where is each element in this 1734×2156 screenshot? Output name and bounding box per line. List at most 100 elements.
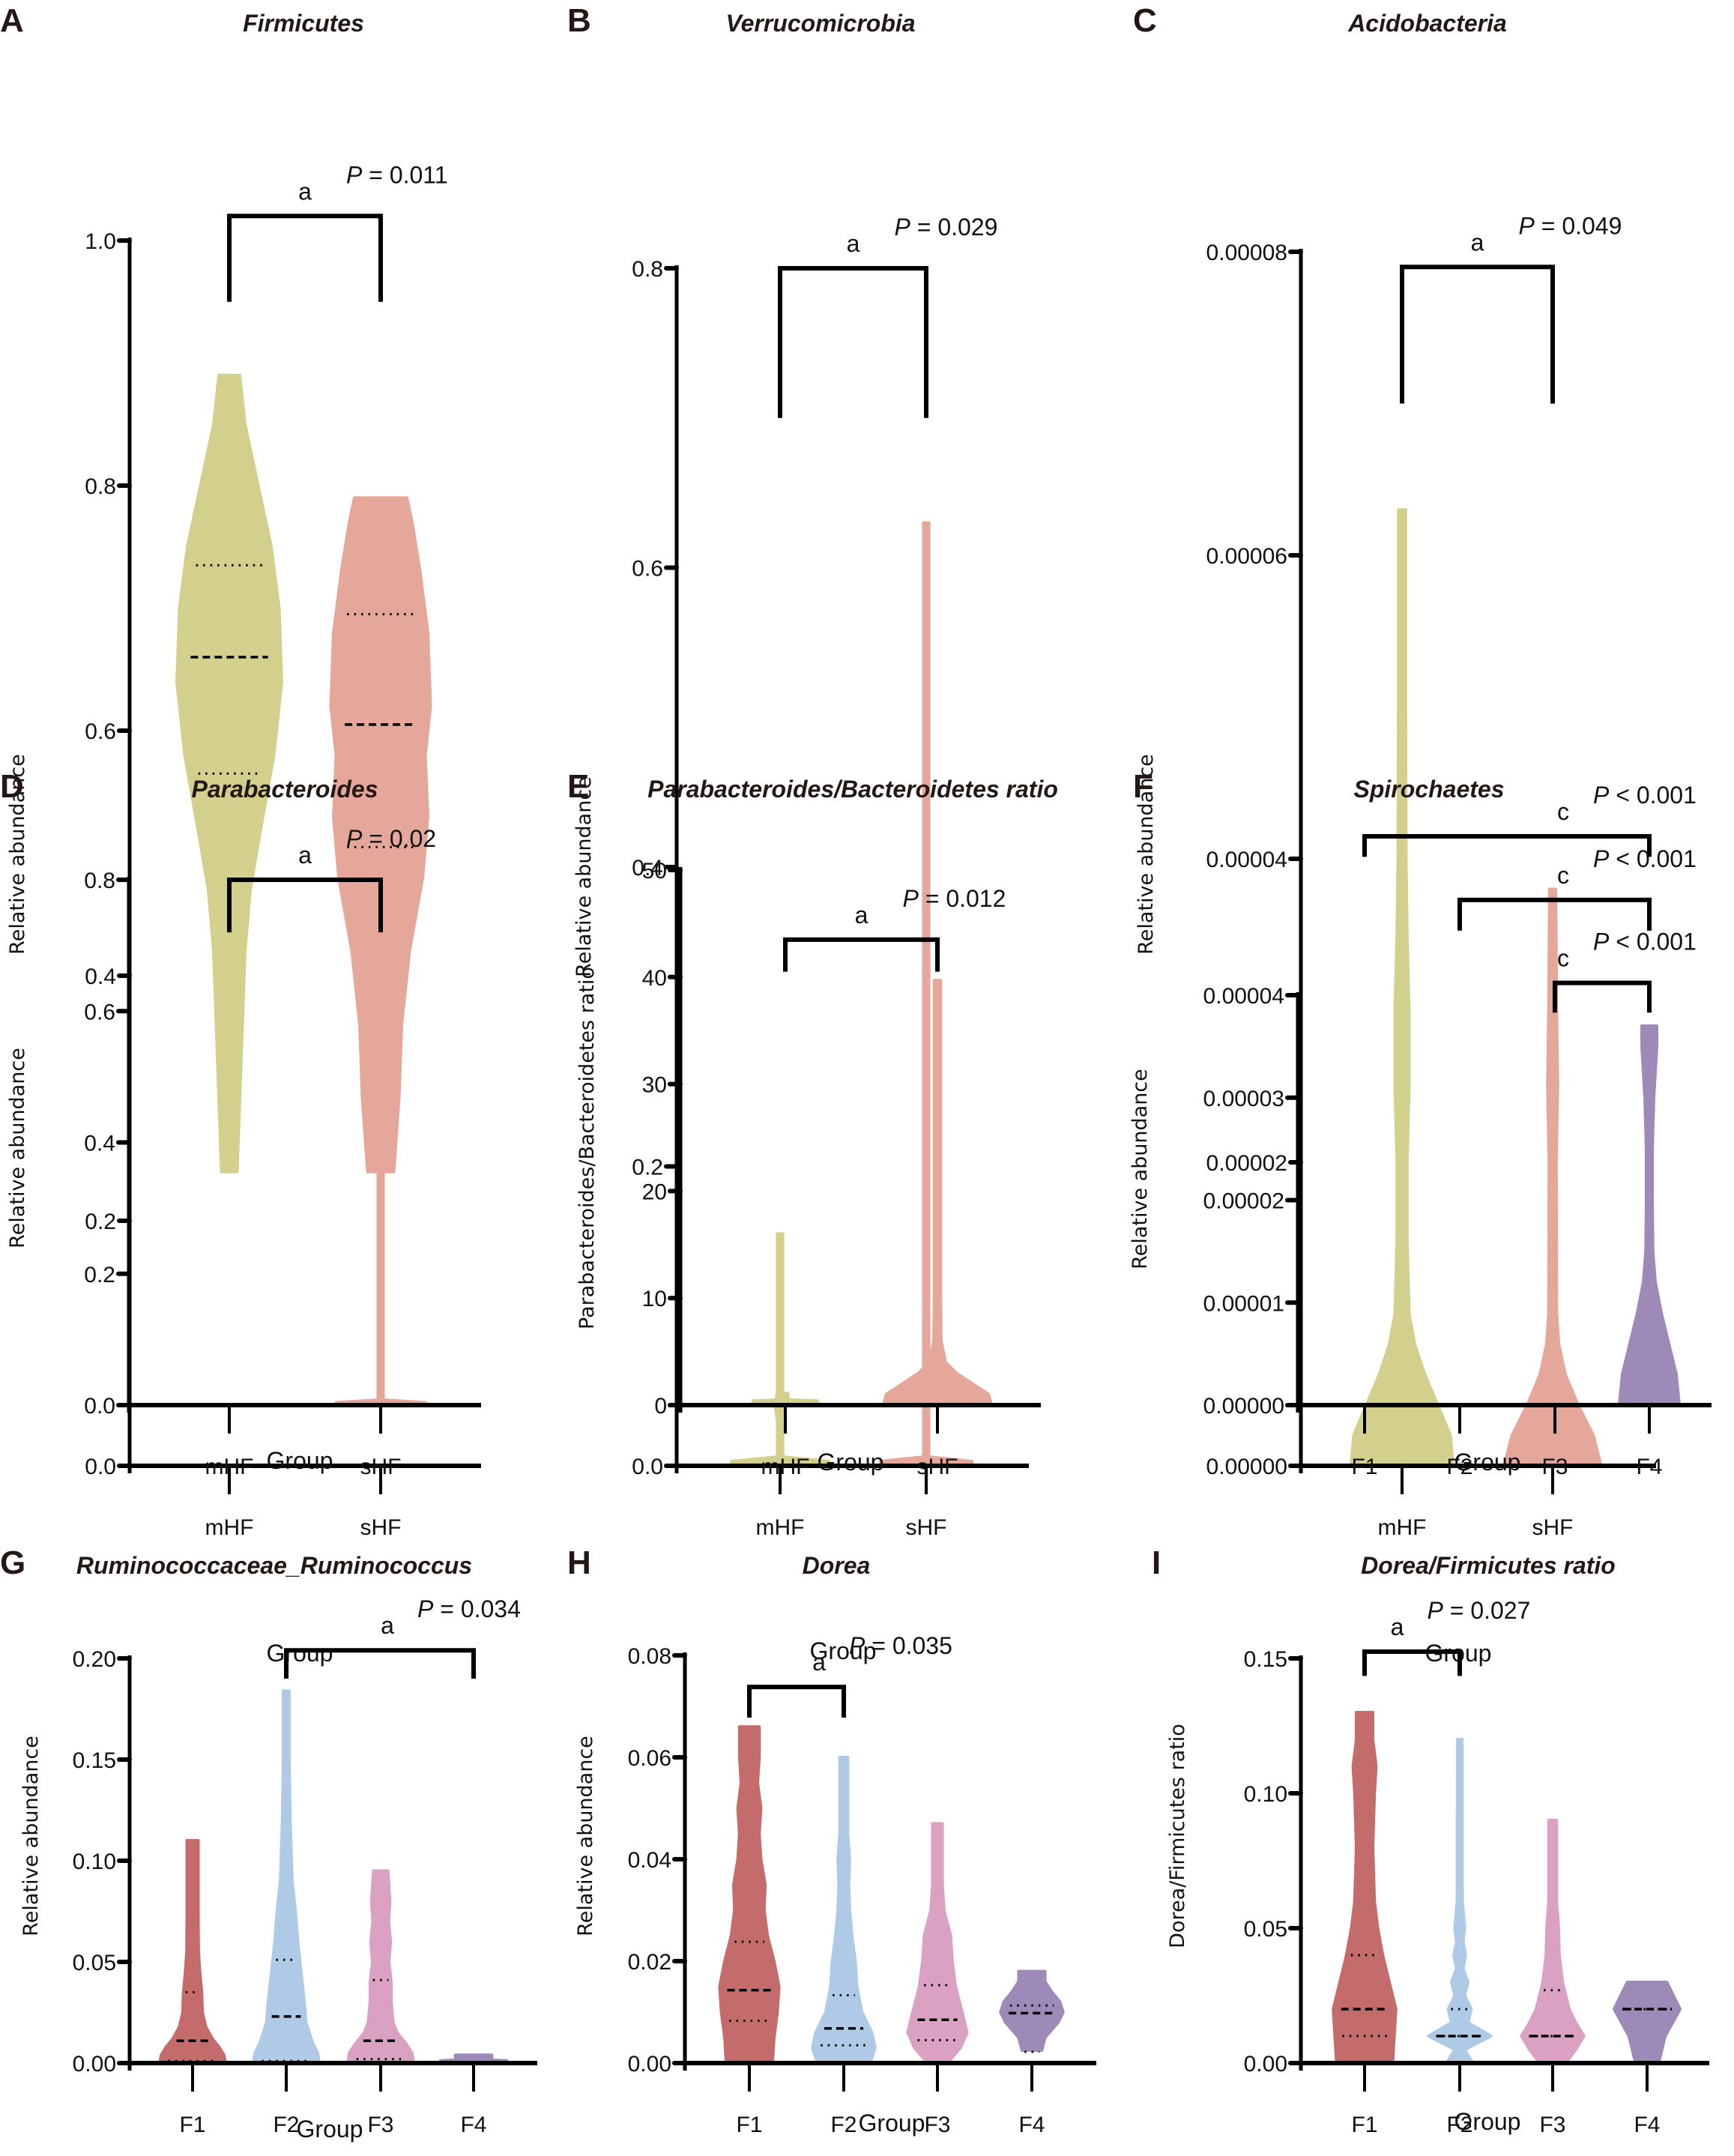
significance-bracket bbox=[747, 1685, 846, 1718]
y-tick-label: 40 bbox=[642, 966, 667, 991]
x-tick-label: F3 bbox=[1541, 1455, 1568, 1479]
significance-letter: a bbox=[812, 1649, 826, 1676]
panel-title: Parabacteroides bbox=[191, 776, 378, 803]
significance-bracket bbox=[778, 266, 928, 418]
x-tick-label: sHF bbox=[360, 1515, 402, 1540]
p-symbol: P bbox=[1593, 928, 1610, 955]
y-axis-label: Relative abundance bbox=[19, 1736, 43, 1936]
x-tick-label: mHF bbox=[761, 1455, 810, 1479]
violin-f1 bbox=[1332, 1711, 1398, 2065]
panel-title: Dorea bbox=[803, 1552, 871, 1579]
y-tick-label: 10 bbox=[642, 1287, 667, 1311]
panel-d: D Parabacteroides 0.0 0.2 0.4 0.6 0.8 mHF sHF Gro… bbox=[0, 768, 481, 1479]
y-tick-label: 0.6 bbox=[632, 557, 663, 582]
x-tick-label: F4 bbox=[460, 2113, 486, 2137]
panel-title: Spirochaetes bbox=[1354, 776, 1505, 803]
violin-shf bbox=[878, 521, 974, 1467]
y-tick-label: 0.8 bbox=[84, 869, 115, 893]
panel-letter: A bbox=[0, 2, 24, 39]
panel-g: G Ruminococcaceae_Ruminococcus 0.00 0.05 0.1… bbox=[0, 1544, 537, 2143]
panel-letter: B bbox=[567, 2, 591, 39]
y-tick-label: 0.6 bbox=[84, 1000, 115, 1024]
y-tick-label: 0.10 bbox=[73, 1849, 116, 1874]
y-axis-label: Parabacteroides/Bacteroidetes ratio bbox=[576, 967, 599, 1329]
p-value: P = 0.029 bbox=[895, 214, 998, 241]
y-axis-label: Relative abundance bbox=[6, 754, 29, 955]
significance-bracket bbox=[1457, 897, 1652, 931]
p-symbol: P bbox=[346, 825, 363, 852]
p-value-text: = 0.027 bbox=[1443, 1597, 1531, 1624]
p-symbol: P bbox=[1519, 212, 1535, 239]
y-tick-label: 0.4 bbox=[85, 964, 116, 989]
y-tick-label: 0.10 bbox=[1244, 1782, 1287, 1807]
x-axis-label: Group bbox=[267, 1447, 333, 1474]
y-tick-label: 0 bbox=[654, 1394, 667, 1419]
p-symbol: P bbox=[903, 885, 919, 912]
y-tick-label: 0.00004 bbox=[1206, 848, 1287, 872]
significance-letter: c bbox=[1557, 945, 1569, 972]
panel-a: A Firmicutes 0.0 0.2 0.4 0.6 0.8 1.0 mHF sHF Group… bbox=[0, 2, 481, 1667]
p-value: P = 0.011 bbox=[346, 161, 448, 188]
y-tick-label: 0.4 bbox=[632, 856, 663, 881]
violin-f3 bbox=[906, 1822, 969, 2065]
violin-shf bbox=[334, 990, 427, 1407]
x-tick-label: F4 bbox=[1634, 2113, 1660, 2137]
panel-i: I Dorea/Firmicutes ratio 0.00 0.05 0.10 0.15 F… bbox=[1152, 1544, 1709, 2137]
x-tick-label: mHF bbox=[756, 1515, 805, 1540]
y-tick-label: 0.04 bbox=[628, 1848, 671, 1873]
p-symbol: P bbox=[849, 1632, 866, 1659]
panel-letter: E bbox=[567, 768, 589, 805]
y-tick-label: 0.00000 bbox=[1206, 1455, 1287, 1479]
p-value: P = 0.012 bbox=[903, 885, 1006, 912]
p-value-text: < 0.001 bbox=[1609, 928, 1697, 955]
x-tick-label: F3 bbox=[1539, 2113, 1565, 2137]
significance-letter: a bbox=[298, 842, 312, 869]
y-tick-label: 0.8 bbox=[85, 474, 116, 499]
x-tick-label: F1 bbox=[1351, 1455, 1377, 1479]
significance-letter: a bbox=[1471, 229, 1484, 256]
p-value: P = 0.02 bbox=[346, 825, 436, 852]
panel-b: B Verrucomicrobia 0.0 0.2 0.4 0.6 0.8 mHF sHF Gro… bbox=[567, 2, 1029, 1664]
y-tick-label: 0.15 bbox=[73, 1748, 116, 1773]
panel-h: H Dorea 0.00 0.02 0.04 0.06 0.08 F1 F2 F3 F4 Group R… bbox=[567, 1544, 1096, 2137]
y-axis-label: Relative abundance bbox=[1129, 1069, 1152, 1269]
y-tick-label: 30 bbox=[642, 1073, 667, 1098]
x-axis-label: Group bbox=[267, 1640, 333, 1667]
x-tick-label: F3 bbox=[924, 2113, 950, 2137]
y-tick-label: 0.00008 bbox=[1206, 241, 1287, 265]
p-value-text: = 0.034 bbox=[433, 1595, 521, 1622]
violin-mhf bbox=[175, 373, 283, 1174]
x-tick-label: F1 bbox=[179, 2113, 205, 2137]
y-tick-label: 0.08 bbox=[628, 1644, 671, 1669]
panel-title: Acidobacteria bbox=[1347, 10, 1507, 37]
y-tick-label: 0.00004 bbox=[1203, 984, 1284, 1009]
significance-bracket bbox=[284, 1648, 476, 1679]
p-value: P < 0.001 bbox=[1593, 782, 1697, 809]
significance-letter: c bbox=[1557, 862, 1569, 889]
y-tick-label: 0.2 bbox=[84, 1263, 115, 1287]
panel-title: Ruminococcaceae_Ruminococcus bbox=[76, 1552, 472, 1579]
violin-f2 bbox=[811, 1756, 877, 2065]
p-value-text: = 0.029 bbox=[910, 214, 998, 241]
panel-title: Parabacteroides/Bacteroidetes ratio bbox=[647, 776, 1058, 803]
panel-letter: G bbox=[0, 1544, 25, 1581]
p-value-text: = 0.035 bbox=[865, 1632, 952, 1659]
significance-letter: a bbox=[847, 230, 860, 257]
p-value: P = 0.035 bbox=[849, 1632, 952, 1659]
violin-f2 bbox=[252, 1689, 321, 2065]
significance-bracket bbox=[227, 214, 383, 302]
y-tick-label: 20 bbox=[642, 1180, 667, 1204]
y-tick-label: 0.02 bbox=[628, 1950, 671, 1975]
y-tick-label: 0.00000 bbox=[1203, 1394, 1284, 1419]
violin-mhf bbox=[730, 1232, 830, 1467]
significance-letter: a bbox=[298, 178, 312, 205]
y-tick-label: 0.00 bbox=[73, 2052, 116, 2077]
panel-letter: D bbox=[0, 768, 24, 805]
p-value: P < 0.001 bbox=[1593, 928, 1697, 955]
p-symbol: P bbox=[1428, 1597, 1444, 1624]
x-axis-label: Group bbox=[818, 1449, 884, 1476]
x-tick-label: F1 bbox=[1351, 2113, 1377, 2137]
panel-title: Verrucomicrobia bbox=[725, 10, 915, 37]
p-value: P = 0.034 bbox=[417, 1595, 521, 1622]
p-value-text: = 0.049 bbox=[1535, 212, 1622, 239]
